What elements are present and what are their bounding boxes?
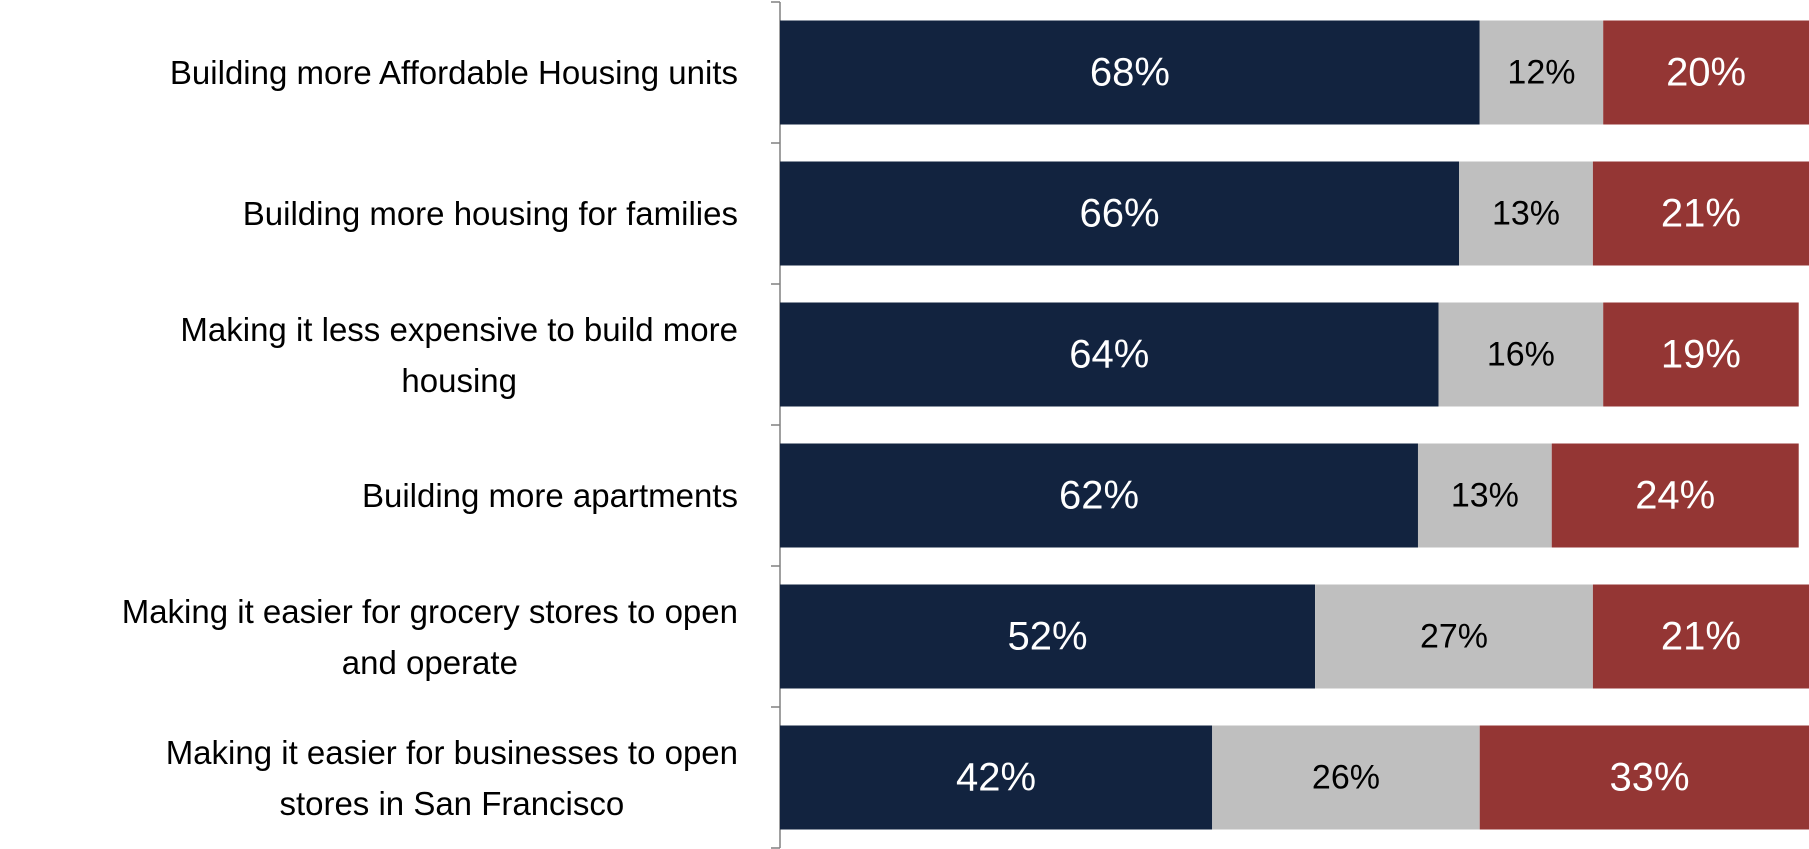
- value-label: 68%: [1090, 51, 1170, 95]
- bar-segment: [1551, 443, 1799, 548]
- category-label: Making it easier for businesses to open …: [166, 707, 738, 848]
- bar-segment: [1479, 20, 1604, 125]
- bar-segment: [1459, 161, 1593, 266]
- value-label: 52%: [1008, 615, 1088, 659]
- bar-segment: [780, 161, 1460, 266]
- bar-segment: [780, 725, 1213, 830]
- bar-segment: [780, 20, 1480, 125]
- bar-segment: [1479, 725, 1809, 830]
- value-label: 16%: [1487, 336, 1555, 374]
- bar-segment: [780, 302, 1439, 407]
- category-label: Building more apartments: [362, 425, 738, 566]
- bar-segment: [1592, 161, 1809, 266]
- bar-segment: [1417, 443, 1552, 548]
- value-label: 24%: [1635, 474, 1715, 518]
- category-text: Building more housing for families: [242, 195, 738, 232]
- value-label: 20%: [1666, 51, 1746, 95]
- value-label: 42%: [956, 756, 1036, 800]
- bars: 68% 12% 20% 66% 13% 21% 64% 16% 19% 62% 13% 24% 52% 2…: [780, 20, 1809, 830]
- value-label: 64%: [1069, 333, 1149, 377]
- value-label: 66%: [1080, 192, 1160, 236]
- value-label: 27%: [1420, 618, 1488, 656]
- category-label: Building more housing for families: [243, 143, 738, 284]
- value-label: 33%: [1609, 756, 1689, 800]
- bar-segment: [780, 443, 1418, 548]
- category-text: Making it easier for businesses to open …: [165, 733, 738, 822]
- category-text: Building more apartments: [361, 477, 738, 514]
- bar-segment: [1603, 20, 1809, 125]
- value-label: 21%: [1661, 192, 1741, 236]
- value-label: 12%: [1507, 54, 1575, 92]
- bar-segment: [1592, 584, 1809, 689]
- category-label: Making it less expensive to build more h…: [180, 284, 738, 425]
- bar-segment: [1212, 725, 1480, 830]
- value-label: 26%: [1312, 759, 1380, 797]
- value-label: 13%: [1492, 195, 1560, 233]
- category-text: Making it easier for grocery stores to o…: [121, 592, 738, 681]
- bar-segment: [1603, 302, 1799, 407]
- value-label: 21%: [1661, 615, 1741, 659]
- bar-segment: [1315, 584, 1593, 689]
- category-text: Making it less expensive to build more h…: [180, 310, 738, 399]
- bar-segment: [780, 584, 1316, 689]
- bar-segment: [1438, 302, 1604, 407]
- category-label: Building more Affordable Housing units: [170, 2, 738, 143]
- category-label: Making it easier for grocery stores to o…: [122, 566, 738, 707]
- category-text: Building more Affordable Housing units: [169, 54, 738, 91]
- value-label: 19%: [1661, 333, 1741, 377]
- value-label: 62%: [1059, 474, 1139, 518]
- value-label: 13%: [1451, 477, 1519, 515]
